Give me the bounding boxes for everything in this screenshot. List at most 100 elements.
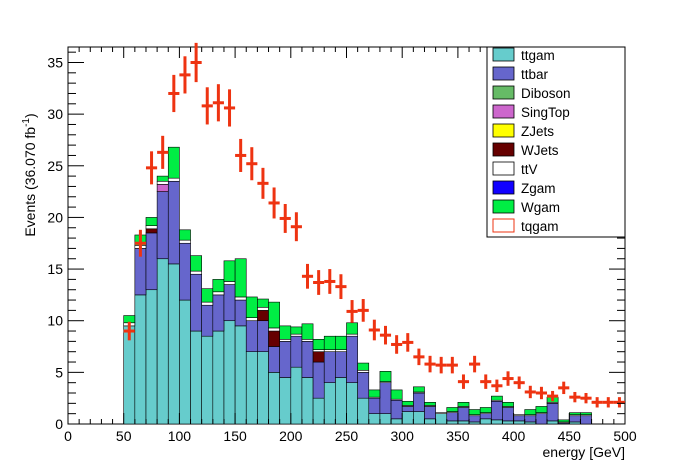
bar-segment	[212, 330, 225, 425]
data-point	[491, 379, 503, 392]
data-point	[235, 138, 247, 172]
data-point	[569, 391, 581, 403]
bar-segment	[502, 420, 514, 425]
bar-segment	[234, 296, 247, 301]
legend-swatch	[492, 85, 515, 100]
legend-label: Zgam	[521, 181, 556, 196]
data-point	[457, 374, 470, 389]
y-tick-label: 0	[55, 416, 63, 432]
bar-segment	[390, 399, 403, 420]
bar-segment	[279, 325, 292, 340]
bar-segment	[268, 372, 280, 425]
legend-swatch	[492, 180, 515, 195]
bar-segment	[257, 310, 269, 322]
legend-entry-ttbar: ttbar	[492, 66, 549, 82]
bar-segment	[290, 335, 303, 368]
bar-segment	[167, 180, 180, 265]
bar-segment	[290, 366, 303, 425]
bar-segment	[468, 421, 481, 425]
bar-segment	[245, 296, 258, 318]
bar-segment	[179, 229, 191, 241]
data-point	[480, 374, 492, 389]
bar-segment	[379, 413, 392, 425]
tqgam-points	[123, 42, 625, 408]
series-ttbar	[134, 180, 592, 425]
bar-segment	[379, 382, 392, 414]
bar-segment	[156, 184, 169, 192]
y-tick-label: 5	[55, 364, 63, 380]
bar-segment	[212, 294, 225, 332]
bar-segment	[234, 258, 247, 298]
bar-segment	[167, 263, 180, 425]
bar-segment	[335, 377, 347, 425]
bar-segment	[401, 411, 414, 425]
bar-segment	[145, 225, 158, 230]
data-point	[168, 74, 180, 113]
bar-segment	[323, 349, 336, 352]
bar-segment	[167, 177, 180, 182]
data-point	[357, 299, 369, 322]
legend-entry-zjets: ZJets	[492, 123, 554, 139]
bar-segment	[401, 400, 414, 406]
bar-segment	[435, 412, 448, 414]
bar-segment	[145, 232, 158, 291]
stacked-bars	[123, 146, 592, 425]
y-axis-title-superscript: -1	[21, 118, 32, 127]
bar-segment	[234, 299, 247, 327]
bar-segment	[279, 341, 292, 378]
legend-label: WJets	[521, 143, 559, 158]
x-tick-label: 300	[391, 428, 415, 444]
bar-segment	[290, 333, 303, 337]
data-point	[179, 56, 191, 94]
bar-segment	[268, 346, 280, 373]
bar-segment	[401, 406, 414, 412]
bar-segment	[190, 273, 202, 332]
bar-segment	[535, 413, 548, 425]
bar-segment	[212, 291, 225, 296]
bar-segment	[580, 415, 592, 425]
bar-segment	[524, 409, 537, 416]
data-point	[246, 147, 258, 181]
data-point	[402, 333, 414, 352]
x-tick-label: 450	[558, 428, 582, 444]
bar-segment	[557, 419, 570, 423]
data-point	[190, 42, 202, 83]
legend-swatch	[492, 47, 515, 62]
data-point	[424, 355, 436, 373]
data-point	[279, 203, 291, 233]
bar-segment	[479, 413, 492, 420]
bar-segment	[524, 415, 537, 423]
bar-segment	[446, 412, 459, 422]
data-point	[547, 390, 559, 402]
bar-segment	[390, 418, 403, 425]
legend-entry-diboson: Diboson	[492, 85, 571, 101]
bar-segment	[201, 301, 214, 306]
bar-segment	[323, 351, 336, 383]
bar-segment	[368, 397, 381, 414]
bar-segment	[223, 284, 236, 322]
legend: ttgam ttbar Diboson SingTop ZJets WJets ttV Zga…	[486, 46, 626, 238]
bar-segment	[290, 326, 303, 335]
bar-segment	[245, 320, 258, 352]
bar-segment	[301, 341, 314, 378]
bar-segment	[301, 339, 314, 342]
x-tick-label: 50	[116, 428, 132, 444]
data-point	[379, 325, 392, 345]
bar-segment	[491, 419, 503, 425]
bar-segment	[346, 322, 358, 335]
bar-segment	[190, 270, 202, 275]
bar-segment	[257, 306, 269, 311]
legend-swatch	[492, 199, 515, 214]
bar-segment	[335, 349, 347, 352]
legend-swatch	[492, 161, 515, 176]
data-point	[268, 187, 280, 219]
bar-segment	[368, 389, 381, 398]
bar-segment	[179, 299, 191, 425]
bar-segment	[257, 351, 269, 425]
x-tick-label: 200	[279, 428, 303, 444]
bar-segment	[201, 288, 214, 303]
bar-segment	[346, 333, 358, 337]
data-point	[157, 135, 169, 169]
bar-segment	[201, 304, 214, 337]
